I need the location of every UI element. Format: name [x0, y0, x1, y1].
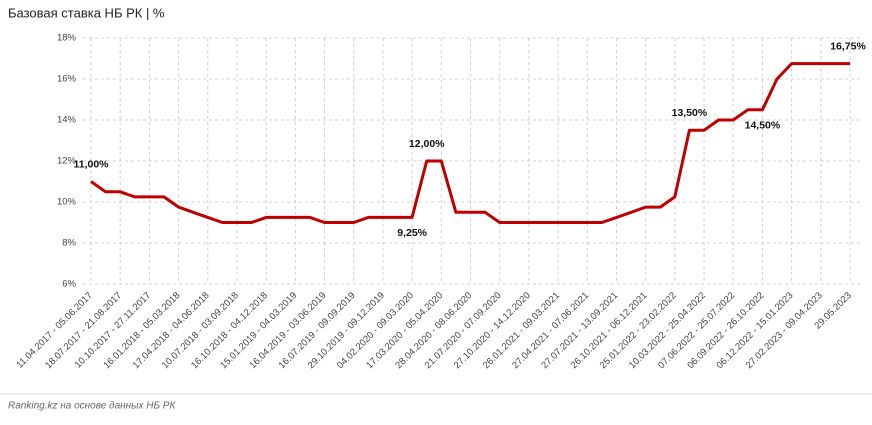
y-tick-label: 6% — [62, 279, 76, 290]
source-note: Ranking.kz на основе данных НБ РК — [8, 401, 176, 412]
y-tick-label: 12% — [57, 156, 77, 167]
data-label: 9,25% — [397, 227, 427, 239]
data-label: 14,50% — [745, 120, 781, 132]
y-tick-label: 8% — [62, 238, 76, 249]
y-tick-label: 16% — [57, 74, 77, 85]
rate-line — [90, 62, 850, 224]
y-tick-label: 14% — [57, 115, 77, 126]
data-label: 12,00% — [409, 138, 445, 150]
data-label: 13,50% — [672, 107, 708, 119]
y-tick-label: 18% — [57, 33, 77, 44]
data-label: 16,75% — [830, 40, 866, 52]
y-tick-label: 10% — [57, 197, 77, 208]
chart-title: Базовая ставка НБ РК | % — [8, 5, 165, 20]
data-label: 11,00% — [73, 158, 109, 170]
